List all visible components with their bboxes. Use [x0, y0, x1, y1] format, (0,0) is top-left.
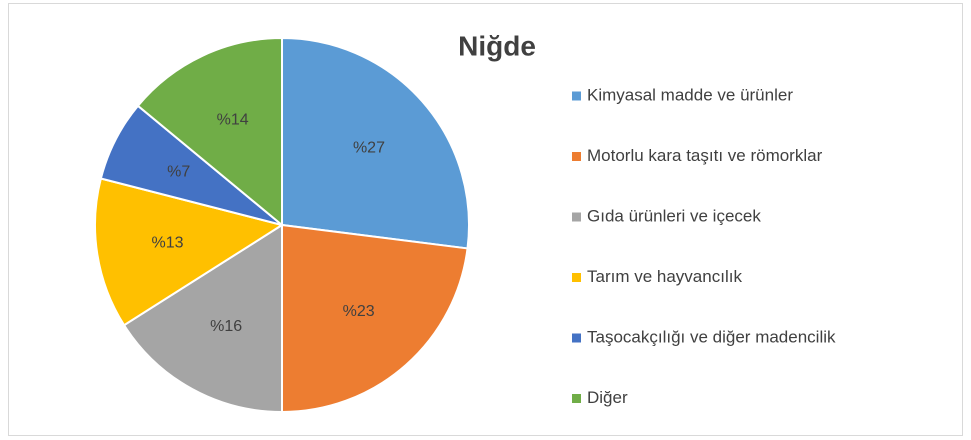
legend-label: Kimyasal madde ve ürünler [587, 85, 793, 104]
chart-title: Niğde [458, 30, 536, 61]
legend-label: Gıda ürünleri ve içecek [587, 206, 761, 225]
data-label: %16 [210, 318, 242, 335]
legend-swatch [572, 152, 581, 161]
legend-swatch [572, 91, 581, 101]
legend-label: Motorlu kara taşıtı ve römorklar [587, 146, 823, 165]
legend-swatch [572, 212, 581, 222]
data-label: %14 [217, 111, 249, 128]
pie-slice [122, 223, 283, 414]
data-label: %7 [167, 164, 190, 181]
data-label: %23 [343, 303, 375, 320]
pie-slice [281, 36, 470, 250]
legend-label: Tarım ve hayvancılık [587, 267, 742, 286]
data-label: %13 [151, 234, 183, 251]
legend-swatch [572, 273, 581, 282]
pie-slice [136, 36, 283, 228]
pie-slice [94, 177, 285, 327]
legend-label: Taşocakçılığı ve diğer madencilik [587, 327, 836, 346]
legend-swatch [572, 394, 581, 403]
legend-label: Diğer [587, 388, 628, 407]
pie-slice [281, 223, 469, 414]
data-label: %27 [353, 140, 385, 157]
legend-swatch [572, 333, 581, 343]
